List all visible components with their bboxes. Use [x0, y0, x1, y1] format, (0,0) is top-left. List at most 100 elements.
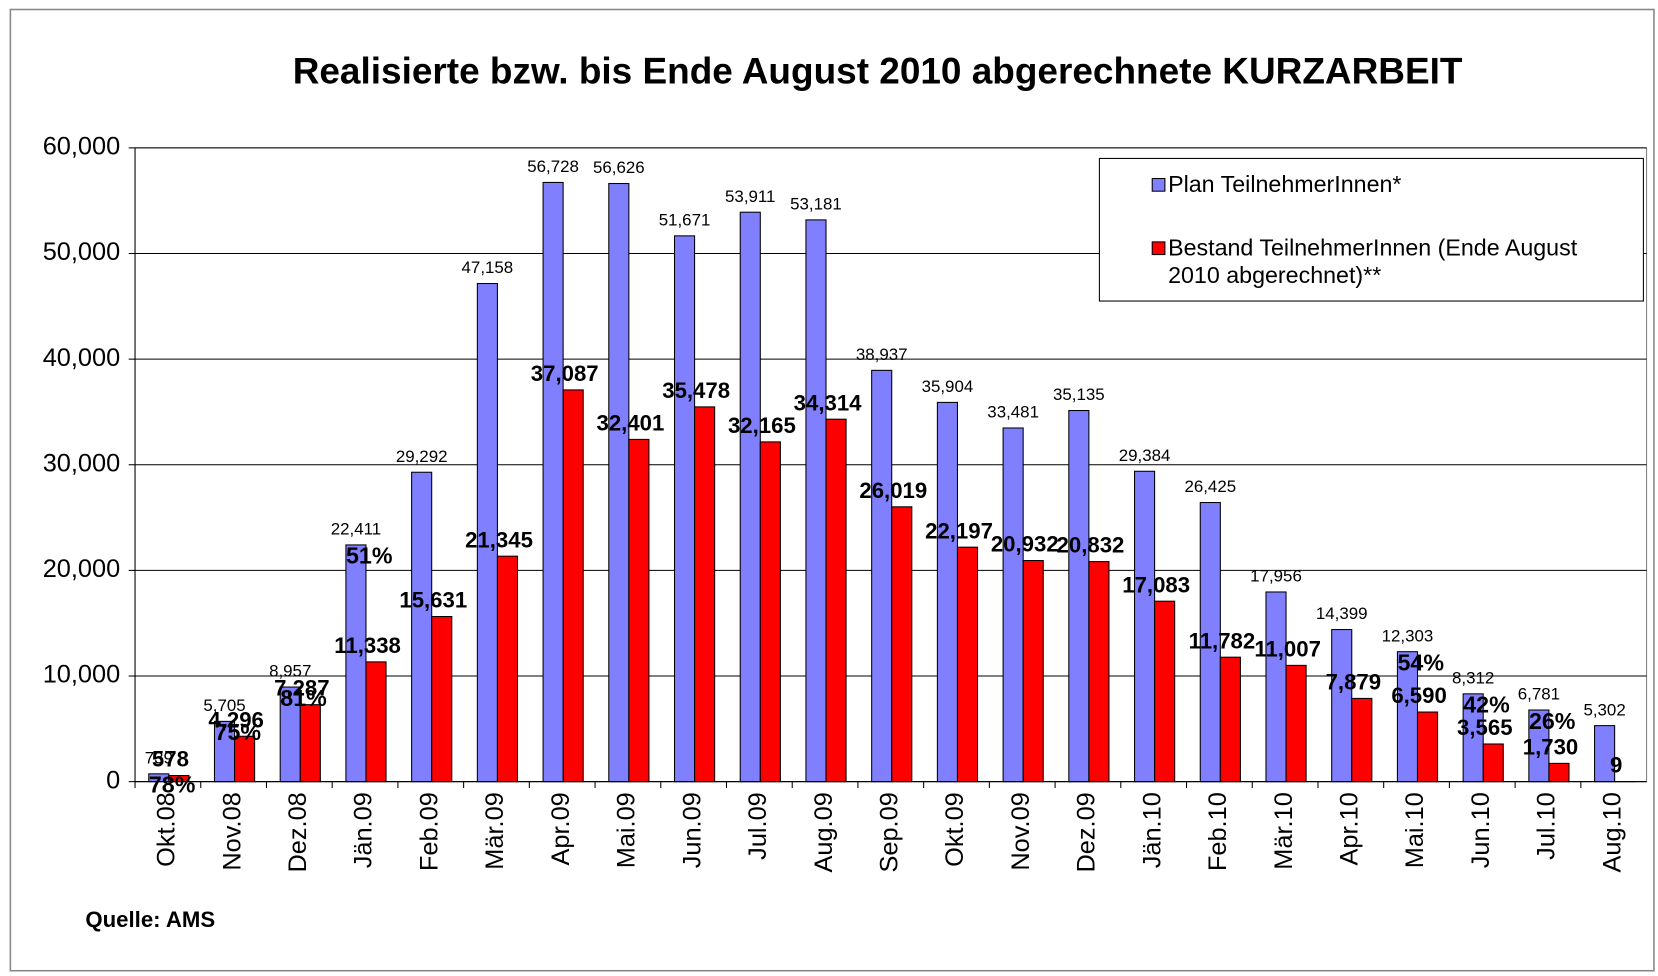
value-label: 11,338	[334, 633, 401, 658]
value-label: 21,345	[465, 527, 533, 552]
bar	[1285, 664, 1307, 783]
value-label: 22,411	[331, 520, 381, 539]
bar	[608, 182, 630, 783]
value-label: 20,932	[991, 532, 1059, 557]
value-label: 6,590	[1391, 683, 1446, 708]
bar	[496, 555, 519, 783]
y-tick-label: 0	[106, 766, 120, 794]
value-label: 12,303	[1382, 626, 1434, 645]
bar	[628, 438, 650, 783]
x-tick-label: Mär.10	[1270, 792, 1298, 869]
legend-label: Bestand TeilnehmerInnen (Ende August 201…	[1168, 234, 1578, 289]
bar	[1068, 409, 1090, 783]
bar	[542, 181, 564, 783]
x-tick-label: Nov.09	[1007, 792, 1035, 870]
value-label: 14,399	[1316, 604, 1368, 623]
chart-title: Realisierte bzw. bis Ende August 2010 ab…	[293, 51, 1463, 92]
legend-swatch	[1151, 241, 1166, 256]
bar	[1154, 600, 1176, 783]
value-label: 51,671	[659, 211, 711, 230]
legend-label: Plan TeilnehmerInnen*	[1168, 171, 1402, 198]
x-tick-label: Aug.10	[1598, 792, 1626, 872]
legend-entry: Plan TeilnehmerInnen*	[1168, 171, 1402, 198]
bar	[345, 544, 367, 783]
bar	[1134, 470, 1156, 783]
legend-entry: Bestand TeilnehmerInnen (Ende August 201…	[1168, 234, 1578, 289]
y-tick-label: 60,000	[43, 133, 121, 161]
bar	[805, 219, 827, 783]
value-label: 3,565	[1457, 715, 1512, 740]
x-tick-label: Jul.09	[744, 792, 772, 860]
value-label: 26,425	[1184, 477, 1236, 496]
value-label: 35,904	[922, 377, 974, 396]
value-label: 578	[152, 747, 189, 772]
x-tick-label: Nov.08	[218, 792, 246, 870]
value-label: 17,956	[1250, 567, 1302, 586]
x-tick-label: Mai.10	[1401, 792, 1429, 868]
annotation: 26%	[1529, 708, 1576, 734]
annotation: 75%	[215, 719, 262, 745]
value-label: 5,705	[203, 696, 245, 715]
bar	[299, 704, 321, 783]
value-label: 37,087	[531, 361, 599, 386]
bar	[759, 441, 781, 783]
annotation: 42%	[1463, 692, 1510, 718]
y-tick-label: 10,000	[43, 661, 121, 689]
y-tick-label: 20,000	[43, 555, 121, 583]
value-label: 15,631	[399, 588, 467, 613]
value-label: 53,181	[790, 195, 842, 214]
bar	[1416, 711, 1439, 783]
bar	[1002, 427, 1024, 783]
legend-swatch	[1151, 177, 1166, 192]
value-label: 8,957	[269, 662, 311, 681]
value-label: 8,312	[1452, 669, 1494, 688]
bar	[871, 369, 893, 783]
legend-box	[1098, 157, 1644, 302]
value-label: 29,384	[1119, 446, 1171, 465]
x-tick-label: Dez.09	[1073, 792, 1101, 872]
value-label: 9	[1610, 753, 1622, 778]
bar	[1265, 591, 1287, 783]
bar	[1219, 656, 1241, 783]
value-label: 26,019	[859, 478, 927, 503]
annotation: 51%	[346, 543, 393, 569]
value-label: 5,302	[1583, 700, 1625, 719]
x-tick-label: Feb.10	[1204, 792, 1232, 871]
y-tick-label: 50,000	[43, 238, 121, 266]
x-tick-label: Dez.08	[284, 792, 312, 872]
value-label: 22,197	[925, 518, 993, 543]
x-tick-label: Feb.09	[415, 792, 443, 871]
value-label: 47,158	[462, 258, 514, 277]
x-tick-label: Mai.09	[613, 792, 641, 868]
bar	[956, 546, 979, 783]
x-tick-label: Sep.09	[875, 792, 903, 872]
bar	[694, 406, 716, 783]
value-label: 35,478	[662, 378, 730, 403]
bar	[1482, 743, 1504, 783]
value-label: 29,292	[396, 447, 448, 466]
x-tick-label: Jun.10	[1467, 792, 1495, 868]
value-label: 7,879	[1326, 669, 1381, 694]
bar	[1351, 697, 1373, 783]
bar	[1548, 762, 1570, 783]
value-label: 56,728	[527, 157, 579, 176]
value-label: 17,083	[1122, 572, 1190, 597]
bar	[739, 211, 761, 783]
value-label: 7,287	[274, 676, 329, 701]
value-label: 32,401	[597, 410, 665, 435]
bar	[562, 389, 584, 783]
value-label: 35,135	[1053, 385, 1105, 404]
x-tick-label: Mär.09	[481, 792, 509, 869]
annotation: 81%	[280, 685, 327, 711]
value-label: 4,296	[208, 707, 263, 732]
x-tick-label: Jun.09	[678, 792, 706, 868]
value-label: 32,165	[728, 413, 796, 438]
value-label: 6,781	[1518, 685, 1560, 704]
bar	[673, 235, 696, 783]
x-tick-label: Jul.10	[1533, 792, 1561, 860]
x-tick-label: Okt.09	[941, 792, 969, 867]
annotation: 78%	[149, 772, 196, 798]
x-tick-label: Jän.09	[350, 792, 378, 868]
value-label: 53,911	[725, 187, 775, 206]
